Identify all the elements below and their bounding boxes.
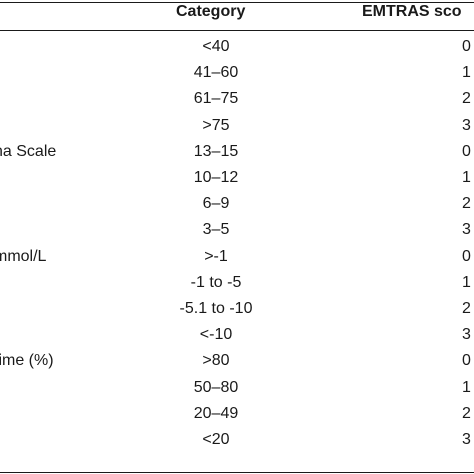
category-cell: 41–60 — [193, 64, 239, 82]
score-cell: 3 — [462, 431, 471, 448]
score-cell: 2 — [462, 90, 471, 108]
column-header-emtras-score: EMTRAS sco — [362, 3, 462, 20]
header-rule — [0, 30, 474, 31]
table-row: 61–75 2 — [0, 86, 474, 112]
column-header-category: Category — [176, 3, 246, 20]
table-row: 3–5 3 — [0, 217, 474, 243]
table-row: 41–60 1 — [0, 60, 474, 86]
table-row: <20 3 — [0, 427, 474, 453]
table-row: -1 to -5 1 — [0, 270, 474, 296]
score-cell: 2 — [462, 404, 471, 422]
category-cell: 6–9 — [202, 195, 230, 213]
category-cell: 3–5 — [202, 221, 230, 239]
variable-cell: mmol/L — [0, 247, 47, 265]
score-cell: 0 — [462, 352, 471, 370]
score-cell: 1 — [462, 378, 471, 396]
score-cell: 1 — [462, 64, 471, 82]
table-row: 10–12 1 — [0, 165, 474, 191]
score-cell: 3 — [462, 326, 471, 344]
category-cell: <-10 — [199, 326, 233, 344]
score-cell: 0 — [462, 247, 471, 265]
category-cell: 10–12 — [193, 169, 239, 186]
category-cell: 20–49 — [193, 404, 239, 422]
category-cell: <20 — [202, 431, 230, 448]
category-cell: >75 — [202, 116, 230, 134]
table-row: -5.1 to -10 2 — [0, 296, 474, 322]
table-row: <40 0 — [0, 34, 474, 60]
category-cell: -1 to -5 — [190, 273, 242, 291]
score-cell: 1 — [462, 169, 471, 186]
table-row: time (%) >80 0 — [0, 348, 474, 374]
table-row: <-10 3 — [0, 322, 474, 348]
score-cell: 0 — [462, 142, 471, 160]
category-cell: 50–80 — [193, 378, 239, 396]
table-row: na Scale 13–15 0 — [0, 139, 474, 165]
score-cell: 1 — [462, 273, 471, 291]
table-row: >75 3 — [0, 113, 474, 139]
variable-cell: time (%) — [0, 352, 54, 370]
score-cell: 2 — [462, 300, 471, 317]
table-row: 20–49 2 — [0, 401, 474, 427]
table-bottom-rule — [0, 472, 474, 473]
category-cell: -5.1 to -10 — [179, 300, 253, 317]
category-cell: >80 — [202, 352, 230, 370]
category-cell: 61–75 — [193, 90, 239, 108]
category-cell: <40 — [202, 38, 230, 55]
table-row: mmol/L >-1 0 — [0, 244, 474, 270]
score-cell: 3 — [462, 221, 471, 239]
table-top-rule — [0, 2, 474, 3]
table-row: 50–80 1 — [0, 375, 474, 401]
score-cell: 3 — [462, 116, 471, 134]
category-cell: >-1 — [204, 247, 228, 265]
table-row: 6–9 2 — [0, 191, 474, 217]
variable-cell: na Scale — [0, 142, 57, 160]
category-cell: 13–15 — [193, 142, 239, 160]
score-cell: 2 — [462, 195, 471, 213]
score-cell: 0 — [462, 38, 471, 55]
